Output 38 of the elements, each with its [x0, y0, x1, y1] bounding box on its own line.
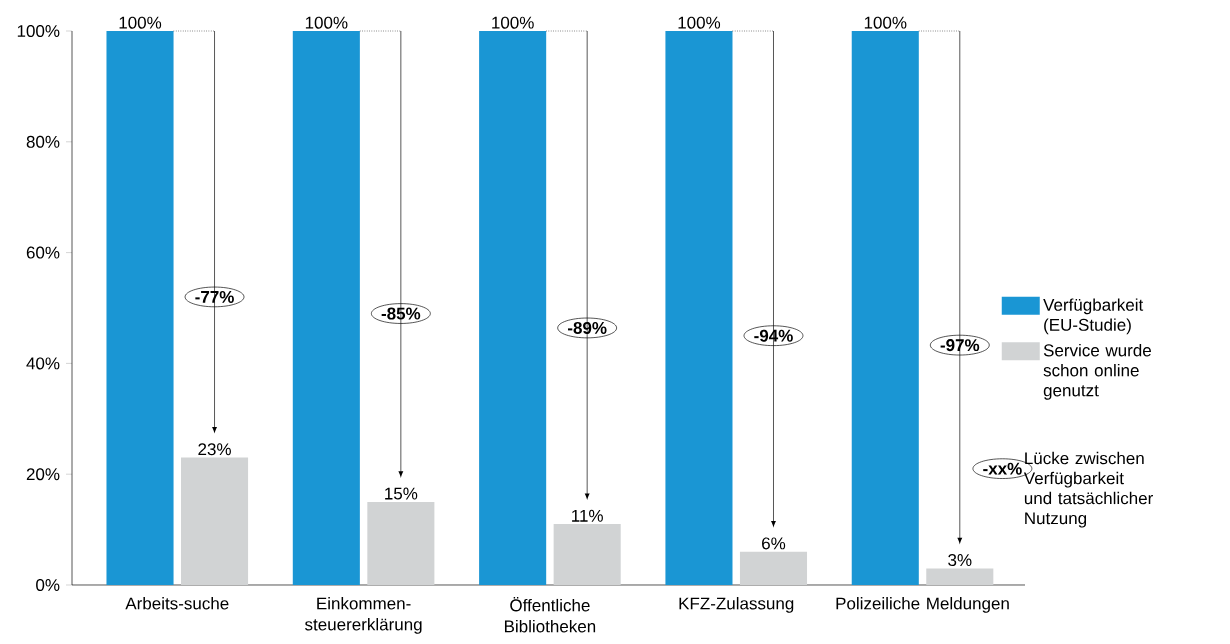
data-label: 100% — [119, 16, 162, 29]
y-tick-label: 100% — [17, 24, 60, 38]
y-tick-label: 60% — [26, 246, 60, 259]
x-tick-label: Arbeits-suche — [125, 597, 229, 610]
bar — [665, 31, 733, 585]
x-tick-label: Polizeiliche Meldungen — [836, 597, 1009, 613]
bar — [292, 31, 360, 585]
legend-label: Service wurde schon online genutzt — [1043, 343, 1151, 400]
y-tick-label: 20% — [26, 468, 60, 481]
bar — [739, 551, 808, 585]
bar — [181, 457, 249, 585]
bar — [851, 31, 919, 585]
annotation: -xx% — [983, 462, 1022, 475]
data-label: 15% — [385, 487, 418, 500]
bar — [106, 31, 174, 585]
data-label: 3% — [948, 554, 972, 567]
bar — [479, 31, 547, 585]
bar — [553, 524, 621, 585]
bar — [367, 501, 435, 585]
y-tick-label: 40% — [26, 357, 60, 370]
annotation: Lücke zwischen Verfügbarkeit und tatsächlicher Nutzung — [1023, 451, 1153, 528]
data-label: 23% — [198, 443, 231, 456]
data-label: 11% — [572, 509, 603, 522]
data-label: 6% — [762, 537, 786, 550]
data-label: 100% — [305, 16, 348, 29]
x-tick-label: KFZ-Zulassung — [679, 597, 794, 613]
annotation: -97% — [940, 339, 980, 352]
bar — [926, 568, 994, 585]
data-label: 100% — [864, 16, 907, 29]
legend-label: Verfügbarkeit (EU-Studie) — [1043, 298, 1144, 335]
y-tick-label: 80% — [26, 135, 60, 148]
annotation: -85% — [381, 307, 421, 320]
x-tick-label: Einkommen-steuererklärung — [305, 597, 422, 634]
x-tick-label: Öffentliche Bibliotheken — [504, 597, 596, 633]
data-label: 100% — [492, 16, 534, 29]
annotation: -89% — [567, 321, 607, 334]
y-tick-label: 0% — [36, 578, 60, 592]
data-label: 100% — [678, 16, 721, 29]
